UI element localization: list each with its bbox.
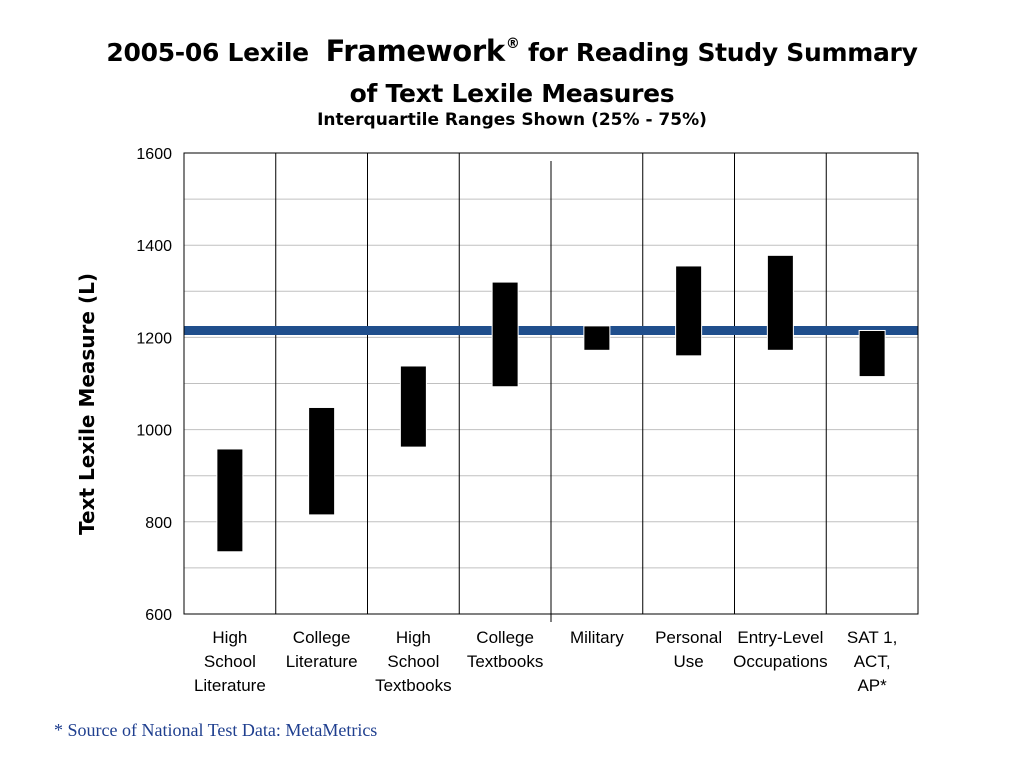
x-category-label-line: Textbooks xyxy=(467,652,544,671)
x-category-label: Military xyxy=(570,628,624,647)
chart-title: 2005-06 Lexile Framework® for Reading St… xyxy=(0,24,1024,114)
x-category-label-line: Personal xyxy=(655,628,722,647)
x-category-label-line: College xyxy=(476,628,534,647)
range-bar xyxy=(308,406,336,516)
range-bar xyxy=(858,329,886,378)
range-bar xyxy=(583,325,611,351)
y-tick-labels: 600 800 1000 1200 1400 1600 xyxy=(136,146,172,624)
x-category-label-line: Literature xyxy=(194,676,266,695)
y-axis-label: Text Lexile Measure (L) xyxy=(75,273,99,535)
range-bar xyxy=(766,254,794,351)
x-category-label: Entry-Level Occupations xyxy=(733,628,828,671)
y-tick-label: 1600 xyxy=(136,146,172,163)
x-category-label-line: Use xyxy=(674,652,704,671)
x-category-label-line: High xyxy=(396,628,431,647)
x-category-label-line: High xyxy=(212,628,247,647)
x-category-label: High School Literature xyxy=(194,628,266,695)
range-bar xyxy=(216,448,244,553)
plot-frame xyxy=(183,152,919,615)
x-category-label-line: Literature xyxy=(286,652,358,671)
x-category-label-line: School xyxy=(387,652,439,671)
title-prefix: 2005-06 Lexile xyxy=(106,38,309,67)
x-category-label-line: Military xyxy=(570,628,624,647)
x-category-label: College Textbooks xyxy=(467,628,544,671)
x-category-label: High School Textbooks xyxy=(375,628,452,695)
x-category-label-line: Textbooks xyxy=(375,676,452,695)
title-reg-mark: ® xyxy=(505,36,520,52)
y-tick-label: 1200 xyxy=(136,330,172,347)
x-category-label: SAT 1, ACT, AP* xyxy=(847,628,897,695)
x-category-label-line: Occupations xyxy=(733,652,828,671)
y-tick-label: 800 xyxy=(145,515,172,532)
x-category-label-line: College xyxy=(293,628,351,647)
y-tick-label: 1400 xyxy=(136,238,172,255)
range-bar xyxy=(491,281,519,388)
x-category-label-line: SAT 1, xyxy=(847,628,897,647)
y-tick-label: 600 xyxy=(145,607,172,624)
range-bar xyxy=(399,365,427,448)
source-footnote: * Source of National Test Data: MetaMetr… xyxy=(54,720,378,740)
range-bar xyxy=(675,265,703,357)
x-category-label: College Literature xyxy=(286,628,358,671)
title-line-2: of Text Lexile Measures xyxy=(349,79,675,108)
x-category-label: Personal Use xyxy=(655,628,722,671)
x-category-label-line: ACT, xyxy=(854,652,891,671)
title-suffix: for Reading Study Summary xyxy=(528,38,918,67)
x-category-label-line: School xyxy=(204,652,256,671)
x-category-label-line: AP* xyxy=(857,676,887,695)
range-bars xyxy=(216,254,886,553)
x-category-label-line: Entry-Level xyxy=(737,628,823,647)
y-tick-label: 1000 xyxy=(136,423,172,440)
category-dividers xyxy=(275,153,827,622)
title-brand: Framework xyxy=(325,34,506,68)
chart-subtitle: Interquartile Ranges Shown (25% - 75%) xyxy=(317,110,707,130)
title-line-1: 2005-06 Lexile Framework® for Reading St… xyxy=(0,24,1024,73)
